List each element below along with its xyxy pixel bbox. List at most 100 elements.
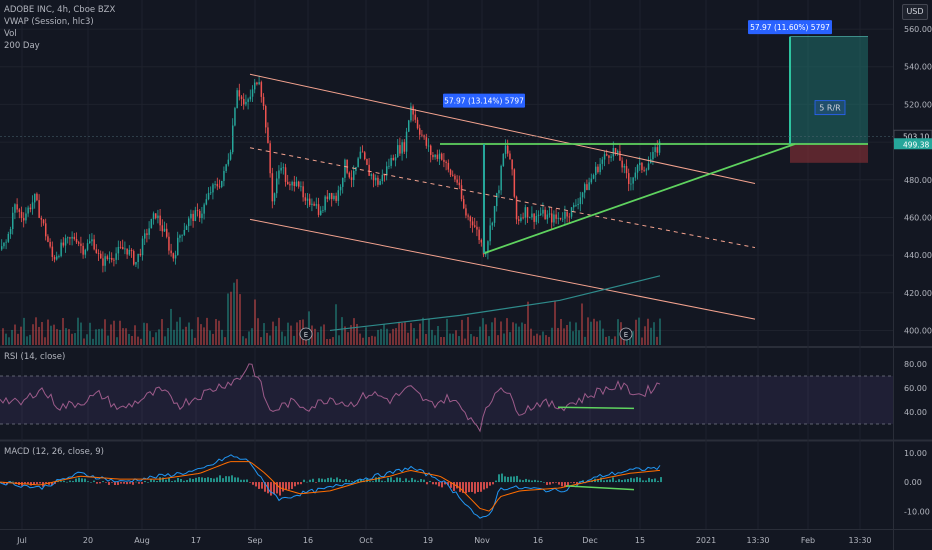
volume-bar	[446, 318, 448, 345]
candle-body	[84, 249, 87, 255]
candle-body	[135, 261, 137, 265]
ma200-legend[interactable]: 200 Day	[4, 41, 40, 51]
macd-histogram-bar	[330, 477, 332, 483]
earnings-marker[interactable]	[619, 327, 633, 341]
macd-histogram-bar	[102, 481, 104, 483]
volume-bar	[59, 329, 61, 345]
volume-bar	[143, 322, 145, 345]
candle-body	[49, 241, 51, 247]
macd-histogram-bar	[525, 478, 527, 483]
rsi-legend[interactable]: RSI (14, close)	[4, 352, 66, 362]
stop-zone[interactable]	[790, 143, 868, 163]
volume-bar	[572, 331, 574, 345]
volume-bar	[266, 332, 268, 345]
candle-body	[478, 229, 480, 240]
measure-label-mid[interactable]: 57.97 (13.14%) 5797	[443, 93, 525, 108]
rising-support-line[interactable]	[483, 143, 796, 255]
target-zone[interactable]	[790, 36, 868, 144]
ma200-line[interactable]	[329, 275, 661, 332]
macd-plot	[0, 454, 662, 519]
candle-body	[243, 98, 245, 105]
volume-bar	[197, 317, 199, 345]
rsi-pane[interactable]	[0, 348, 893, 440]
earnings-marker-text: E	[624, 331, 628, 339]
candle-body	[322, 210, 324, 211]
rr-label[interactable]: 5 R/R	[814, 100, 846, 116]
macd-divergence-line[interactable]	[565, 485, 635, 491]
currency-button[interactable]: USD	[902, 4, 928, 20]
candle-body	[377, 177, 379, 185]
volume-bar	[308, 311, 310, 345]
line-price-tag[interactable]: 499.38	[894, 138, 932, 150]
candle-body	[522, 217, 524, 219]
macd-histogram-bar	[123, 482, 125, 484]
candle-body	[388, 165, 390, 167]
macd-histogram-bar	[72, 480, 74, 483]
symbol-title[interactable]: ADOBE INC, 4h, Cboe BZX	[4, 5, 116, 15]
macd-histogram-bar	[333, 479, 335, 483]
volume-bar	[545, 335, 547, 345]
volume-bar	[452, 333, 454, 345]
volume-bar	[647, 318, 649, 345]
candle-body	[350, 177, 353, 181]
price-tick-label: 420.00	[904, 289, 932, 298]
volume-bar	[161, 319, 163, 345]
upper-channel-line[interactable]	[249, 73, 756, 185]
candle-body	[498, 190, 500, 194]
macd-legend[interactable]: MACD (12, 26, close, 9)	[4, 447, 104, 457]
volume-bar	[596, 321, 598, 345]
rsi-line[interactable]	[0, 363, 661, 433]
macd-pane[interactable]	[0, 441, 893, 529]
macd-histogram-bar	[126, 482, 128, 485]
volume-bar	[125, 328, 127, 345]
middle-channel-line[interactable]	[249, 147, 756, 249]
candle-body	[174, 255, 177, 259]
volume-bar	[281, 331, 283, 345]
time-tick-label: Aug	[134, 536, 150, 545]
rsi-divergence-line[interactable]	[557, 406, 635, 410]
candle-body	[47, 236, 49, 242]
candle-body	[500, 165, 502, 191]
macd-histogram-bar	[357, 479, 359, 483]
candle-body	[295, 181, 298, 186]
macd-histogram-bar	[96, 482, 98, 484]
measure-label-top[interactable]: 57.97 (11.60%) 5797	[748, 20, 832, 35]
earnings-marker[interactable]	[299, 327, 313, 341]
signal-line[interactable]	[0, 461, 661, 512]
macd-histogram-bar	[651, 479, 653, 483]
volume-bar	[419, 323, 421, 345]
main-pane[interactable]	[0, 0, 893, 346]
macd-histogram-bar	[438, 482, 440, 487]
volume-bar	[62, 317, 64, 345]
candle-body	[12, 212, 14, 229]
macd-histogram-bar	[144, 480, 146, 483]
volume-legend[interactable]: Vol	[4, 29, 17, 39]
volume-bar	[440, 336, 442, 345]
candle-body	[599, 163, 601, 173]
candle-body	[117, 246, 120, 254]
lower-channel-line[interactable]	[249, 218, 756, 320]
macd-histogram-bar	[351, 481, 353, 483]
candle-body	[544, 209, 546, 220]
candle-body	[265, 106, 267, 128]
macd-line[interactable]	[0, 454, 661, 519]
volume-bar	[200, 324, 202, 345]
volume-bar	[344, 326, 346, 345]
volume-bar	[338, 335, 340, 345]
candle-body	[436, 154, 439, 159]
volume-bar	[401, 322, 403, 345]
candle-body	[630, 183, 632, 185]
macd-histogram-bar	[453, 482, 455, 491]
macd-histogram-bar	[309, 479, 311, 483]
volume-bar	[473, 336, 475, 345]
macd-histogram-bar	[480, 482, 482, 492]
rr-label-text: 5 R/R	[819, 104, 841, 113]
time-tick-label: Jul	[16, 536, 27, 545]
candle-body	[454, 175, 456, 180]
macd-histogram-bar	[543, 481, 545, 483]
time-tick-label: Feb	[801, 536, 815, 545]
macd-histogram-bar	[108, 482, 110, 485]
vwap-legend[interactable]: VWAP (Session, hlc3)	[4, 17, 94, 27]
candle-body	[337, 190, 340, 201]
macd-histogram-bar	[246, 479, 248, 483]
